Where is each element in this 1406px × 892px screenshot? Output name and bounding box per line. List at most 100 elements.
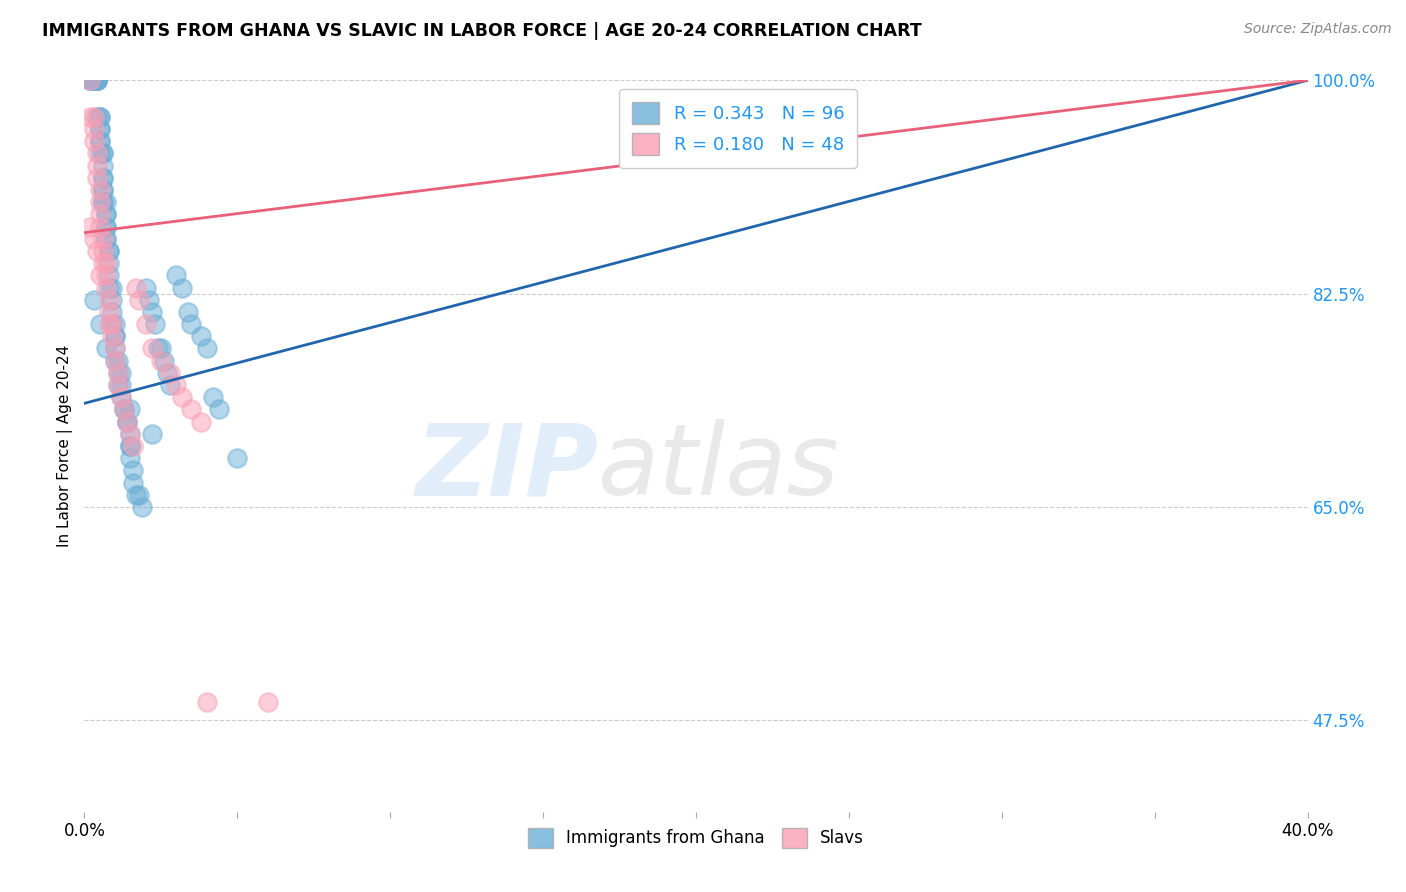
Point xyxy=(172,390,194,404)
Point xyxy=(86,73,108,87)
Point xyxy=(115,415,138,429)
Point xyxy=(79,219,101,234)
Point xyxy=(257,695,280,709)
Point xyxy=(107,366,129,380)
Point xyxy=(165,268,187,283)
Text: atlas: atlas xyxy=(598,419,839,516)
Point xyxy=(208,402,231,417)
Point xyxy=(91,232,114,246)
Point xyxy=(94,219,117,234)
Point xyxy=(101,329,124,343)
Point xyxy=(104,342,127,356)
Point xyxy=(94,268,117,283)
Point xyxy=(94,232,117,246)
Point xyxy=(159,378,181,392)
Point xyxy=(104,329,127,343)
Point xyxy=(83,293,105,307)
Point xyxy=(91,244,114,258)
Point xyxy=(83,73,105,87)
Point xyxy=(89,219,111,234)
Point xyxy=(89,122,111,136)
Point xyxy=(149,342,172,356)
Point xyxy=(89,134,111,148)
Point xyxy=(89,110,111,124)
Point xyxy=(120,451,142,466)
Point xyxy=(86,73,108,87)
Point xyxy=(97,244,120,258)
Point xyxy=(138,293,160,307)
Point xyxy=(89,134,111,148)
Point xyxy=(89,146,111,161)
Point xyxy=(83,110,105,124)
Point xyxy=(83,73,105,87)
Point xyxy=(107,353,129,368)
Point xyxy=(83,134,105,148)
Point xyxy=(101,293,124,307)
Point xyxy=(107,366,129,380)
Point xyxy=(86,159,108,173)
Text: IMMIGRANTS FROM GHANA VS SLAVIC IN LABOR FORCE | AGE 20-24 CORRELATION CHART: IMMIGRANTS FROM GHANA VS SLAVIC IN LABOR… xyxy=(42,22,922,40)
Point xyxy=(122,463,145,477)
Point xyxy=(110,390,132,404)
Point xyxy=(97,244,120,258)
Point xyxy=(86,73,108,87)
Point xyxy=(125,280,148,294)
Point xyxy=(110,378,132,392)
Point xyxy=(83,73,105,87)
Point xyxy=(195,695,218,709)
Point xyxy=(135,280,157,294)
Point xyxy=(89,183,111,197)
Point xyxy=(86,146,108,161)
Point xyxy=(91,195,114,210)
Point xyxy=(97,305,120,319)
Point xyxy=(89,207,111,221)
Point xyxy=(91,195,114,210)
Point xyxy=(110,390,132,404)
Text: Source: ZipAtlas.com: Source: ZipAtlas.com xyxy=(1244,22,1392,37)
Point xyxy=(115,415,138,429)
Point xyxy=(89,317,111,331)
Point xyxy=(91,159,114,173)
Point xyxy=(86,73,108,87)
Point xyxy=(89,268,111,283)
Point xyxy=(120,439,142,453)
Point xyxy=(97,256,120,270)
Point xyxy=(122,439,145,453)
Point xyxy=(86,73,108,87)
Point xyxy=(190,415,212,429)
Point xyxy=(91,170,114,185)
Point xyxy=(112,402,135,417)
Point xyxy=(91,256,114,270)
Point xyxy=(83,122,105,136)
Point xyxy=(135,317,157,331)
Point xyxy=(86,170,108,185)
Point xyxy=(94,342,117,356)
Point xyxy=(91,170,114,185)
Point xyxy=(165,378,187,392)
Point xyxy=(79,110,101,124)
Point xyxy=(120,402,142,417)
Text: ZIP: ZIP xyxy=(415,419,598,516)
Point xyxy=(115,415,138,429)
Point xyxy=(94,207,117,221)
Point xyxy=(128,488,150,502)
Point xyxy=(83,73,105,87)
Point xyxy=(110,366,132,380)
Point xyxy=(141,426,163,441)
Point xyxy=(149,353,172,368)
Point xyxy=(101,317,124,331)
Point xyxy=(97,317,120,331)
Point xyxy=(141,305,163,319)
Point xyxy=(146,342,169,356)
Point xyxy=(101,305,124,319)
Point xyxy=(97,293,120,307)
Point xyxy=(83,232,105,246)
Point xyxy=(79,73,101,87)
Point xyxy=(180,317,202,331)
Point xyxy=(101,317,124,331)
Point xyxy=(156,366,179,380)
Point xyxy=(141,342,163,356)
Point xyxy=(190,329,212,343)
Point xyxy=(180,402,202,417)
Point xyxy=(131,500,153,514)
